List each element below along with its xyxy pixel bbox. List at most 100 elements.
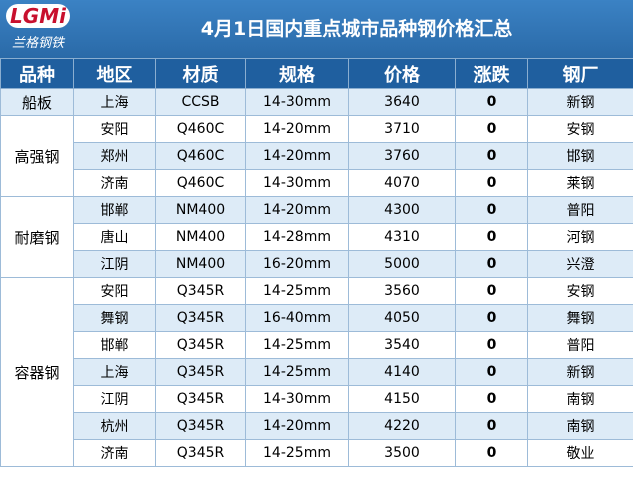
header-cell: 地区: [73, 58, 156, 89]
table-cell: 0: [455, 358, 528, 386]
table-cell: 0: [455, 223, 528, 251]
table-cell: 0: [455, 169, 528, 197]
table-cell: 安阳: [73, 115, 156, 143]
table-cell: Q460C: [155, 142, 246, 170]
table-cell: 0: [455, 439, 528, 467]
table-row: 耐磨钢 邯郸 NM400 14-20mm 4300 0 普阳: [0, 196, 633, 278]
table-cell: 上海: [73, 88, 156, 116]
table-cell: 郑州: [73, 142, 156, 170]
header-cell: 钢厂: [527, 58, 633, 89]
table-cell: Q460C: [155, 115, 246, 143]
table-cell: 3540: [348, 331, 456, 359]
table-cell: 0: [455, 196, 528, 224]
table-cell: 4140: [348, 358, 456, 386]
table-row: 江阴 NM400 16-20mm 5000 0 兴澄: [1, 250, 633, 278]
table-cell: 莱钢: [527, 169, 633, 197]
table-cell: 普阳: [527, 196, 633, 224]
table-cell: 安阳: [73, 277, 156, 305]
table-cell: 0: [455, 142, 528, 170]
table-row: 船板 上海 CCSB 14-30mm 3640 0 新钢: [0, 88, 633, 116]
table-cell: 敬业: [527, 439, 633, 467]
table-cell: 16-40mm: [245, 304, 349, 332]
header-row: 品种 地区 材质 规格 价格 涨跌 钢厂: [0, 58, 633, 89]
table-cell: 南钢: [527, 412, 633, 440]
header-cell: 规格: [245, 58, 349, 89]
table-cell: 杭州: [73, 412, 156, 440]
table-cell: Q460C: [155, 169, 246, 197]
table-cell: 14-20mm: [245, 142, 349, 170]
table-cell: 0: [455, 250, 528, 278]
table-cell: 邯钢: [527, 142, 633, 170]
title: 4月1日国内重点城市品种钢价格汇总: [200, 18, 513, 40]
table-cell: 上海: [73, 358, 156, 386]
table-row: 杭州 Q345R 14-20mm 4220 0 南钢: [1, 412, 633, 440]
table-cell: 舞钢: [73, 304, 156, 332]
table-cell: 河钢: [527, 223, 633, 251]
table-cell: Q345R: [155, 304, 246, 332]
table-cell: 3760: [348, 142, 456, 170]
table-cell: NM400: [155, 223, 246, 251]
table-cell: 4220: [348, 412, 456, 440]
group-cell: 高强钢: [0, 115, 74, 197]
table-row: 唐山 NM400 14-28mm 4310 0 河钢: [1, 223, 633, 251]
header-cell: 材质: [155, 58, 246, 89]
logo-name: 兰格钢铁: [11, 36, 64, 51]
table-cell: 4050: [348, 304, 456, 332]
table-cell: CCSB: [155, 88, 246, 116]
table-cell: 3500: [348, 439, 456, 467]
table-cell: 新钢: [527, 358, 633, 386]
table-cell: 4310: [348, 223, 456, 251]
table-row: 邯郸 Q345R 14-25mm 3540 0 普阳: [1, 331, 633, 359]
title-bar: LGMi 兰格钢铁 4月1日国内重点城市品种钢价格汇总: [0, 0, 633, 58]
price-table: 品种 地区 材质 规格 价格 涨跌 钢厂 船板 上海 CCSB 14-30mm 3640 0 新钢 高强钢…: [0, 58, 633, 467]
table-cell: 江阴: [73, 250, 156, 278]
table-row: 济南 Q345R 14-25mm 3500 0 敬业: [1, 439, 633, 467]
table-row: 郑州 Q460C 14-20mm 3760 0 邯钢: [1, 142, 633, 170]
table-row: 上海 Q345R 14-25mm 4140 0 新钢: [1, 358, 633, 386]
table-cell: 江阴: [73, 385, 156, 413]
table-row: 济南 Q460C 14-30mm 4070 0 莱钢: [1, 169, 633, 197]
table-cell: 0: [455, 385, 528, 413]
table-cell: NM400: [155, 196, 246, 224]
table-cell: NM400: [155, 250, 246, 278]
logo-mark: LGMi: [6, 4, 70, 28]
header-cell: 价格: [348, 58, 456, 89]
table-cell: 14-25mm: [245, 277, 349, 305]
table-row: 容器钢 安阳 Q345R 14-25mm 3560 0 安钢: [0, 277, 633, 467]
table-cell: 3560: [348, 277, 456, 305]
table-cell: Q345R: [155, 385, 246, 413]
group-cell: 耐磨钢: [0, 196, 74, 278]
table-cell: Q345R: [155, 358, 246, 386]
group-cell: 船板: [0, 88, 74, 116]
table-cell: 4070: [348, 169, 456, 197]
table-cell: 14-20mm: [245, 196, 349, 224]
header-cell: 涨跌: [455, 58, 528, 89]
group-cell: 容器钢: [0, 277, 74, 467]
table-cell: 14-25mm: [245, 331, 349, 359]
table-cell: 16-20mm: [245, 250, 349, 278]
table-cell: 4300: [348, 196, 456, 224]
table-cell: 3710: [348, 115, 456, 143]
table-cell: 14-25mm: [245, 439, 349, 467]
table-cell: 14-30mm: [245, 385, 349, 413]
table-cell: 邯郸: [73, 196, 156, 224]
table-cell: 唐山: [73, 223, 156, 251]
table-row: 舞钢 Q345R 16-40mm 4050 0 舞钢: [1, 304, 633, 332]
table-row: 高强钢 安阳 Q460C 14-20mm 3710 0 安钢: [0, 115, 633, 197]
table-cell: 14-30mm: [245, 169, 349, 197]
table-cell: Q345R: [155, 331, 246, 359]
table-cell: 济南: [73, 169, 156, 197]
table-cell: 5000: [348, 250, 456, 278]
table-cell: Q345R: [155, 412, 246, 440]
table-cell: 舞钢: [527, 304, 633, 332]
table-body: 船板 上海 CCSB 14-30mm 3640 0 新钢 高强钢 安阳 Q460C 14-20mm 3…: [0, 88, 633, 467]
logo: LGMi 兰格钢铁: [6, 4, 70, 51]
table-cell: 新钢: [527, 88, 633, 116]
table-cell: 邯郸: [73, 331, 156, 359]
table-row: 江阴 Q345R 14-30mm 4150 0 南钢: [1, 385, 633, 413]
table-cell: 0: [455, 412, 528, 440]
table-cell: 安钢: [527, 115, 633, 143]
table-cell: 14-30mm: [245, 88, 349, 116]
table-cell: 0: [455, 304, 528, 332]
